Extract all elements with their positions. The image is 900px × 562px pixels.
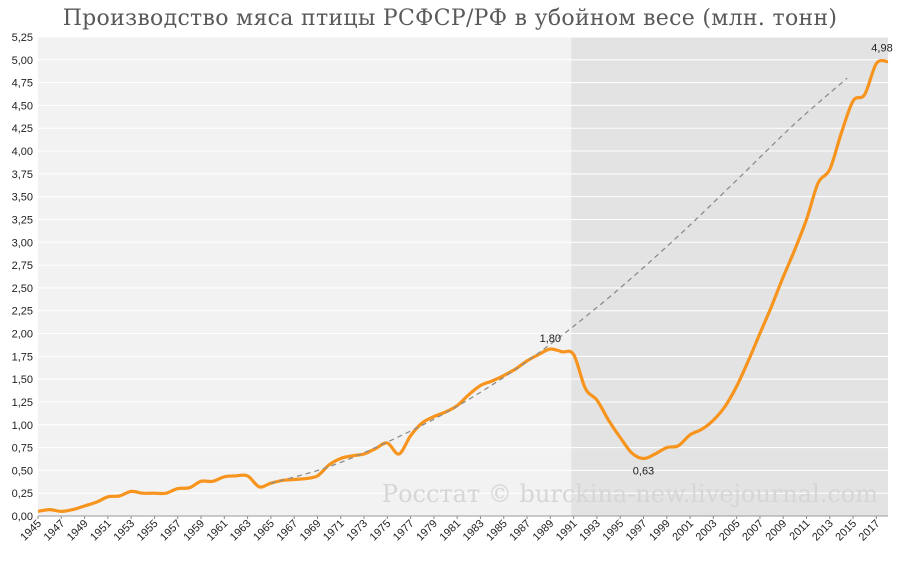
data-label: 4,98: [871, 43, 892, 55]
x-tick-label: 1955: [135, 518, 161, 544]
x-tick-label: 2003: [694, 518, 720, 544]
y-tick-label: 0,50: [12, 465, 33, 477]
x-tick-label: 1951: [88, 518, 114, 544]
y-tick-label: 5,25: [12, 32, 33, 44]
y-tick-label: 3,25: [12, 214, 33, 226]
x-tick-label: 1967: [274, 518, 300, 544]
y-tick-label: 4,25: [12, 123, 33, 135]
x-tick-label: 1995: [601, 518, 627, 544]
y-tick-label: 0,75: [12, 443, 33, 455]
y-tick-label: 3,50: [12, 192, 33, 204]
x-tick-label: 1981: [438, 518, 464, 544]
production-line: [37, 58, 889, 513]
x-tick-label: 1991: [554, 518, 580, 544]
shaded-period: [571, 37, 888, 516]
x-tick-label: 1949: [65, 518, 91, 544]
x-tick-label: 1997: [624, 518, 650, 544]
x-tick-label: 1977: [391, 518, 417, 544]
y-tick-label: 1,75: [12, 351, 33, 363]
x-tick-label: 1965: [251, 518, 277, 544]
y-tick-label: 2,25: [12, 306, 33, 318]
x-tick-label: 1969: [298, 518, 324, 544]
y-tick-label: 1,50: [12, 374, 33, 386]
data-label: 1,80: [540, 333, 561, 345]
x-tick-label: 2011: [787, 518, 812, 543]
y-tick-label: 5,00: [12, 55, 33, 67]
x-tick-label: 1953: [111, 518, 137, 544]
x-tick-label: 2001: [670, 518, 696, 544]
x-tick-label: 1959: [181, 518, 207, 544]
y-tick-label: 2,50: [12, 283, 33, 295]
x-tick-label: 2017: [857, 518, 883, 544]
x-tick-label: 2013: [810, 518, 836, 544]
x-tick-label: 2007: [740, 518, 766, 544]
chart-title: Производство мяса птицы РСФСР/РФ в убойн…: [62, 6, 838, 31]
x-tick-label: 1973: [344, 518, 370, 544]
y-tick-label: 3,75: [12, 169, 33, 181]
x-tick-label: 1963: [228, 518, 254, 544]
y-tick-label: 3,00: [12, 237, 33, 249]
trend-line: [270, 77, 848, 484]
y-tick-label: 0,00: [12, 511, 33, 523]
x-tick-label: 1985: [484, 518, 510, 544]
x-tick-label: 1989: [531, 518, 557, 544]
x-tick-label: 1957: [158, 518, 184, 544]
x-tick-label: 1975: [368, 518, 394, 544]
watermark-text: Росстат © burckina-new.livejournal.com: [382, 480, 878, 508]
x-tick-label: 1987: [507, 518, 533, 544]
y-tick-label: 2,00: [12, 329, 33, 341]
y-tick-label: 4,00: [12, 146, 33, 158]
data-label: 0,63: [633, 466, 654, 478]
y-tick-label: 4,75: [12, 78, 33, 90]
x-tick-label: 2009: [764, 518, 790, 544]
y-tick-label: 0,25: [12, 488, 33, 500]
x-tick-label: 1979: [414, 518, 440, 544]
x-tick-label: 1961: [205, 518, 231, 544]
x-tick-label: 1971: [321, 518, 347, 544]
x-tick-label: 1983: [461, 518, 487, 544]
x-tick-label: 2015: [833, 518, 859, 544]
y-tick-label: 4,50: [12, 100, 33, 112]
x-tick-label: 1999: [647, 518, 673, 544]
x-tick-label: 1947: [42, 518, 68, 544]
y-tick-label: 1,00: [12, 420, 33, 432]
y-tick-label: 2,75: [12, 260, 33, 272]
x-tick-label: 1993: [577, 518, 603, 544]
x-tick-label: 2005: [717, 518, 743, 544]
y-tick-label: 1,25: [12, 397, 33, 409]
